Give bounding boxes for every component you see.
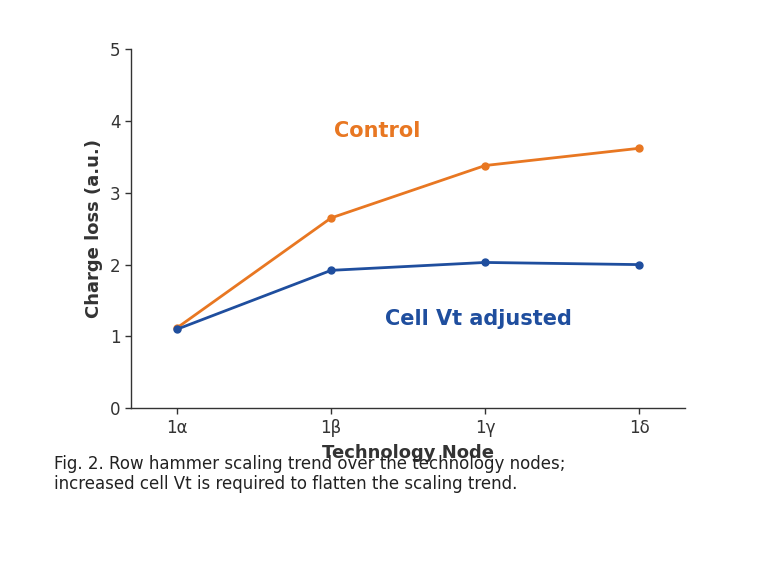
Text: Cell Vt adjusted: Cell Vt adjusted (385, 309, 572, 329)
Y-axis label: Charge loss (a.u.): Charge loss (a.u.) (85, 139, 103, 318)
X-axis label: Technology Node: Technology Node (322, 444, 494, 461)
Text: Fig. 2. Row hammer scaling trend over the technology nodes;
increased cell Vt is: Fig. 2. Row hammer scaling trend over th… (54, 455, 565, 493)
Text: Control: Control (334, 121, 420, 141)
